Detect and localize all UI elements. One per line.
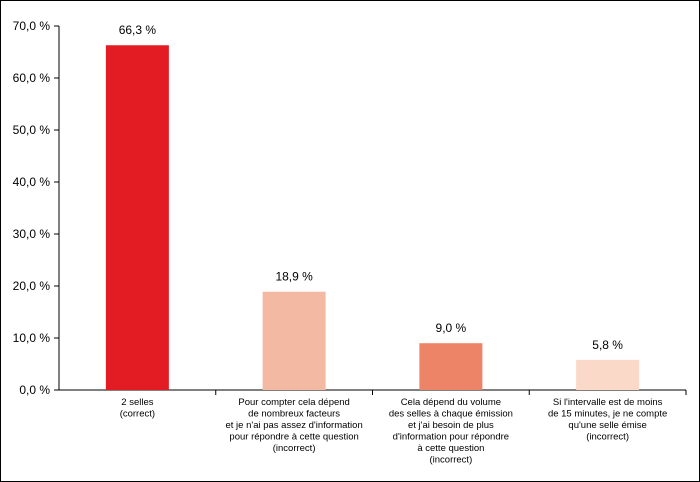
bar xyxy=(105,45,169,391)
category-label: 2 selles (correct) xyxy=(120,397,155,420)
category-label-line: des selles à chaque émission xyxy=(389,409,513,420)
category-label: Cela dépend du volume des selles à chaque… xyxy=(389,397,513,466)
category-label-line: et j'ai besoin de plus xyxy=(408,420,494,431)
category-label-line: à cette question xyxy=(417,443,484,454)
category-label-line: (incorrect) xyxy=(586,432,629,443)
data-label: 5,8 % xyxy=(592,338,623,352)
category-label-line: pour répondre à cette question xyxy=(229,432,358,443)
category-label-line: (incorrect) xyxy=(273,443,316,454)
category-label-line: de nombreux facteurs xyxy=(248,409,340,420)
y-tick-label: 50,0 % xyxy=(13,123,51,137)
y-tick-label: 20,0 % xyxy=(13,279,51,293)
category-label: Si l'intervalle est de moins de 15 minute… xyxy=(548,397,667,443)
y-tick-label: 40,0 % xyxy=(13,175,51,189)
category-label-line: de 15 minutes, je ne compte xyxy=(548,409,667,420)
category-label-line: qu'une selle émise xyxy=(568,420,646,431)
category-label-line: Si l'intervalle est de moins xyxy=(553,397,663,408)
y-tick-label: 60,0 % xyxy=(13,71,51,85)
y-tick-label: 0,0 % xyxy=(19,383,50,397)
data-label: 66,3 % xyxy=(119,23,157,37)
category-label: Pour compter cela dépend de nombreux fact… xyxy=(226,397,363,454)
y-tick-label: 70,0 % xyxy=(13,19,51,33)
y-tick-label: 30,0 % xyxy=(13,227,51,241)
category-label-line: 2 selles xyxy=(121,397,153,408)
y-tick-label: 10,0 % xyxy=(13,331,51,345)
category-label-line: Cela dépend du volume xyxy=(401,397,501,408)
category-label-line: (correct) xyxy=(120,409,155,420)
bar xyxy=(262,291,326,390)
category-label-line: Pour compter cela dépend xyxy=(238,397,349,408)
bar xyxy=(419,343,483,390)
data-label: 18,9 % xyxy=(275,270,313,284)
category-label-line: (incorrect) xyxy=(429,455,472,466)
data-label: 9,0 % xyxy=(436,321,467,335)
category-label-line: et je n'ai pas assez d'information xyxy=(226,420,363,431)
bar xyxy=(576,359,640,390)
category-label-line: d'information pour répondre xyxy=(393,432,509,443)
